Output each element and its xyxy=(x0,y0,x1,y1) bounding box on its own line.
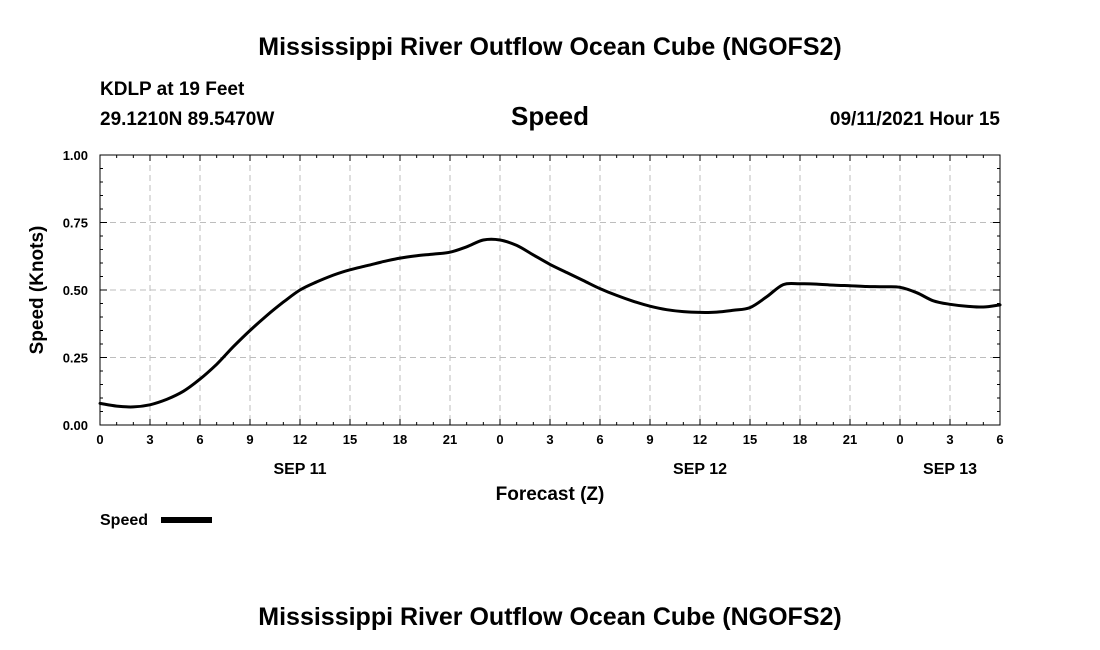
x-tick-label: 3 xyxy=(146,432,153,447)
x-tick-label: 18 xyxy=(393,432,407,447)
x-tick-label: 0 xyxy=(896,432,903,447)
x-tick-label: 9 xyxy=(646,432,653,447)
x-tick-label: 6 xyxy=(196,432,203,447)
x-tick-label: 21 xyxy=(443,432,457,447)
x-tick-label: 0 xyxy=(496,432,503,447)
timestamp-label: 09/11/2021 Hour 15 xyxy=(830,109,1000,130)
x-tick-label: 12 xyxy=(693,432,707,447)
date-label: SEP 12 xyxy=(673,461,727,478)
x-tick-label: 9 xyxy=(246,432,253,447)
x-tick-label: 0 xyxy=(96,432,103,447)
y-tick-labels: 0.00 0.25 0.50 0.75 1.00 xyxy=(63,148,88,433)
y-tick-label: 0.00 xyxy=(63,418,88,433)
x-tick-label: 15 xyxy=(743,432,757,447)
legend-label: Speed xyxy=(100,512,148,529)
y-tick-label: 0.50 xyxy=(63,283,88,298)
x-tick-label: 3 xyxy=(946,432,953,447)
x-tick-label: 15 xyxy=(343,432,357,447)
x-tick-label: 3 xyxy=(546,432,553,447)
x-axis-label: Forecast (Z) xyxy=(496,484,605,505)
y-axis-label: Speed (Knots) xyxy=(27,226,48,355)
date-label: SEP 13 xyxy=(923,461,977,478)
x-tick-label: 18 xyxy=(793,432,807,447)
x-tick-label: 6 xyxy=(996,432,1003,447)
series-line-speed xyxy=(98,237,1002,409)
y-tick-label: 0.25 xyxy=(63,351,88,366)
y-tick-label: 0.75 xyxy=(63,216,88,231)
x-tick-label: 6 xyxy=(596,432,603,447)
series-group xyxy=(98,237,1002,409)
chart-title-top: Mississippi River Outflow Ocean Cube (NG… xyxy=(258,33,841,61)
date-label: SEP 11 xyxy=(273,461,326,478)
axis-ticks xyxy=(99,154,1001,426)
variable-title: Speed xyxy=(511,101,589,131)
x-tick-label: 21 xyxy=(843,432,857,447)
grid-lines xyxy=(100,155,1000,425)
coordinates-label: 29.1210N 89.5470W xyxy=(100,109,274,130)
x-tick-label: 12 xyxy=(293,432,307,447)
y-tick-label: 1.00 xyxy=(63,148,88,163)
chart-title-bottom: Mississippi River Outflow Ocean Cube (NG… xyxy=(258,603,841,631)
x-tick-labels: 0 3 6 9 12 15 18 21 0 3 6 9 12 15 18 21 0 3 6 xyxy=(96,432,1003,447)
date-labels: SEP 11 SEP 12 SEP 13 xyxy=(273,461,977,478)
station-label: KDLP at 19 Feet xyxy=(100,79,245,100)
